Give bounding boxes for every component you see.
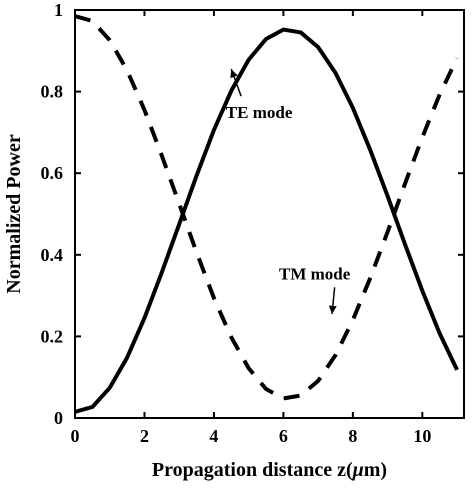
annotation-label: TE mode bbox=[226, 103, 293, 122]
annotation-arrow-head bbox=[230, 69, 238, 79]
x-tick-label: 4 bbox=[209, 426, 218, 446]
x-tick-label: 6 bbox=[279, 426, 288, 446]
ticks-layer: 0 2 4 6 8 10 0 0.2 0.4 0.6 0.8 1 bbox=[41, 0, 464, 446]
annotations-layer: TE mode TM mode bbox=[226, 68, 351, 315]
x-axis-title: Propagation distance z(μm) bbox=[152, 459, 387, 481]
x-tick-label: 8 bbox=[348, 426, 357, 446]
y-tick-label: 0.8 bbox=[41, 82, 64, 102]
series-layer bbox=[74, 14, 459, 414]
annotation-label: TM mode bbox=[279, 264, 351, 283]
y-tick-label: 1 bbox=[54, 0, 63, 20]
y-tick-label: 0.2 bbox=[41, 326, 64, 346]
x-tick-label: 2 bbox=[140, 426, 149, 446]
x-tick-label: 10 bbox=[413, 426, 431, 446]
y-tick-label: 0.6 bbox=[41, 163, 64, 183]
series-line-2 bbox=[74, 14, 459, 401]
y-tick-label: 0 bbox=[54, 408, 63, 428]
annotation-arrow-head bbox=[328, 305, 337, 314]
y-axis-title: Normalized Power bbox=[3, 134, 25, 294]
plot-frame bbox=[74, 9, 465, 419]
x-tick-label: 0 bbox=[71, 426, 80, 446]
y-tick-label: 0.4 bbox=[41, 245, 64, 265]
